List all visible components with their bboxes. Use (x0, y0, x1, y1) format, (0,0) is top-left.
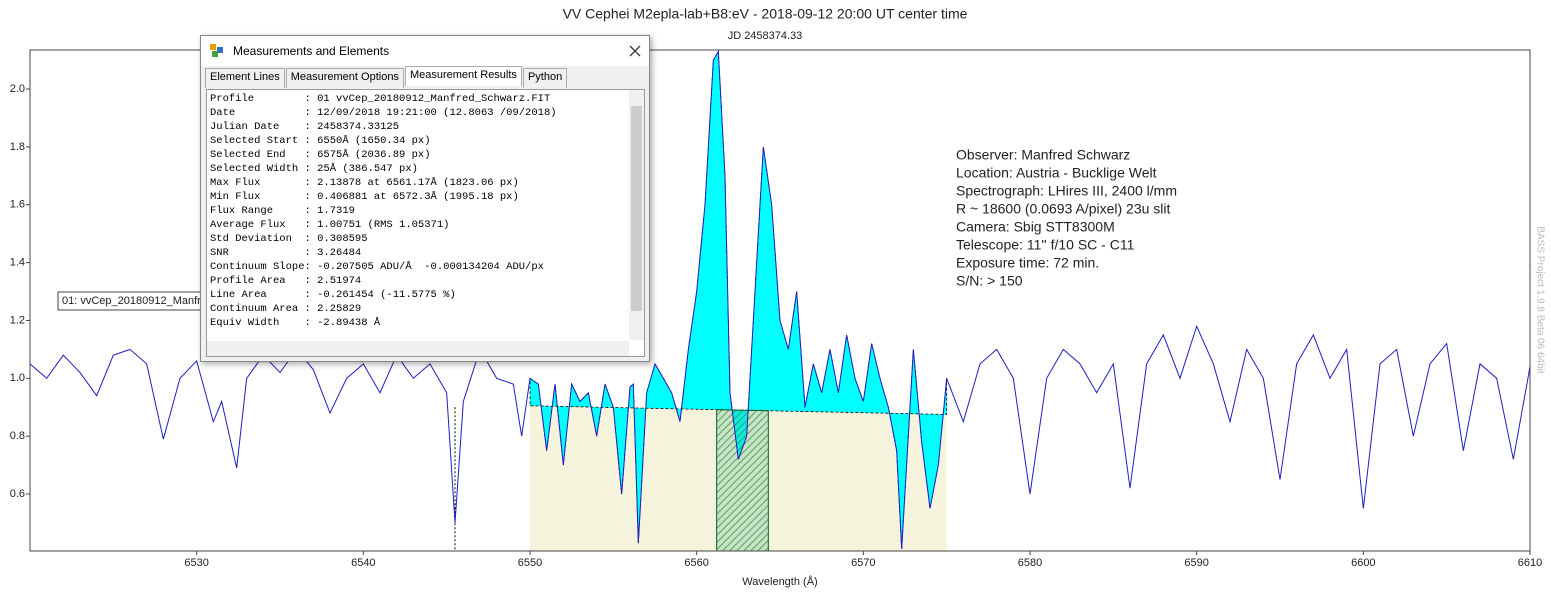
spectrum-line (29, 49, 1531, 550)
x-tick-label: 6580 (1018, 557, 1042, 569)
result-row: Profile : 01 vvCep_20180912_Manfred_Schw… (210, 93, 551, 105)
result-row: Selected Start : 6550Å (1650.34 px) (210, 135, 431, 147)
annotation-line: Camera: Sbig STT8300M (956, 219, 1115, 235)
x-tick-label: 6590 (1184, 557, 1208, 569)
y-tick-label: 1.0 (10, 372, 25, 384)
legend-label: 01: vvCep_20180912_Manfre (62, 295, 207, 307)
x-tick-label: 6570 (851, 557, 875, 569)
x-tick-label: 6610 (1518, 557, 1542, 569)
x-tick-label: 6550 (518, 557, 542, 569)
dialog-titlebar: Measurements and Elements (201, 36, 649, 66)
y-tick-label: 1.8 (10, 141, 25, 153)
y-tick-label: 1.2 (10, 314, 25, 326)
result-row: Continuum Area : 2.25829 (210, 303, 362, 315)
annotation-line: Exposure time: 72 min. (956, 255, 1099, 271)
x-axis-label: Wavelength (Å) (742, 575, 817, 588)
y-tick-label: 0.6 (10, 488, 25, 500)
x-tick-label: 6540 (351, 557, 375, 569)
y-tick-label: 0.8 (10, 430, 25, 442)
result-row: Max Flux : 2.13878 at 6561.17Å (1823.06 … (210, 177, 519, 189)
x-tick-label: 6560 (684, 557, 708, 569)
scroll-thumb[interactable] (631, 106, 642, 311)
result-row: Julian Date : 2458374.33125 (210, 121, 400, 133)
x-tick-label: 6600 (1351, 557, 1375, 569)
selection-band (716, 409, 769, 552)
result-row: Date : 12/09/2018 19:21:00 (12.8063 /09/… (210, 107, 557, 119)
result-row: Line Area : -0.261454 (-11.5775 %) (210, 289, 456, 301)
y-tick-label: 2.0 (10, 83, 25, 95)
tab-bar: Element Lines Measurement Options Measurem… (201, 66, 649, 88)
annotation-line: Location: Austria - Bucklige Welt (956, 165, 1157, 181)
result-row: Average Flux : 1.00751 (RMS 1.05371) (210, 219, 450, 231)
annotation-line: Observer: Manfred Schwarz (956, 147, 1130, 163)
dialog-title: Measurements and Elements (233, 44, 390, 58)
annotation-line: Telescope: 11'' f/10 SC - C11 (956, 237, 1135, 253)
close-button[interactable] (629, 45, 641, 57)
y-tick-label: 1.6 (10, 199, 25, 211)
y-tick-label: 1.4 (10, 257, 25, 269)
result-row: Selected End : 6575Å (2036.89 px) (210, 149, 431, 161)
result-row: Std Deviation : 0.308595 (210, 233, 368, 245)
x-tick-label: 6530 (184, 557, 208, 569)
h-scrollbar[interactable] (207, 341, 629, 356)
result-row: Profile Area : 2.51974 (210, 275, 362, 287)
chart-title: VV Cephei M2epla-lab+B8:eV - 2018-09-12 … (563, 6, 968, 22)
result-row: Equiv Width : -2.89438 Å (210, 317, 381, 329)
tab[interactable]: Measurement Options (285, 68, 404, 88)
tab[interactable]: Measurement Results (404, 66, 522, 86)
dialog: Measurements and Elements Element Lines M… (200, 35, 650, 362)
annotation-line: R ~ 18600 (0.0693 A/pixel) 23u slit (956, 201, 1171, 217)
dialog-icon (210, 44, 223, 57)
annotation-line: Spectrograph: LHires III, 2400 l/mm (956, 183, 1177, 199)
tab[interactable]: Python (522, 68, 568, 88)
annotation-line: S/N: > 150 (956, 273, 1023, 289)
chart-subtitle: JD 2458374.33 (728, 30, 803, 42)
results-rows: Profile : 01 vvCep_20180912_Manfred_Schw… (210, 92, 557, 330)
result-row: Min Flux : 0.406881 at 6572.3Å (1995.18 … (210, 191, 519, 203)
result-row: Flux Range : 1.7319 (210, 205, 355, 217)
side-text: BASS Project 1.9.8 Beta 06 64bit (1534, 226, 1545, 374)
result-row: SNR : 3.26484 (210, 247, 362, 259)
tab[interactable]: Element Lines (205, 68, 285, 88)
result-row: Continuum Slope: -0.207505 ADU/Å -0.0001… (210, 261, 544, 273)
v-scrollbar[interactable] (629, 90, 644, 340)
result-row: Selected Width : 25Å (386.547 px) (210, 163, 418, 175)
results-list: Profile : 01 vvCep_20180912_Manfred_Schw… (206, 89, 645, 357)
plot-frame (29, 49, 1531, 552)
